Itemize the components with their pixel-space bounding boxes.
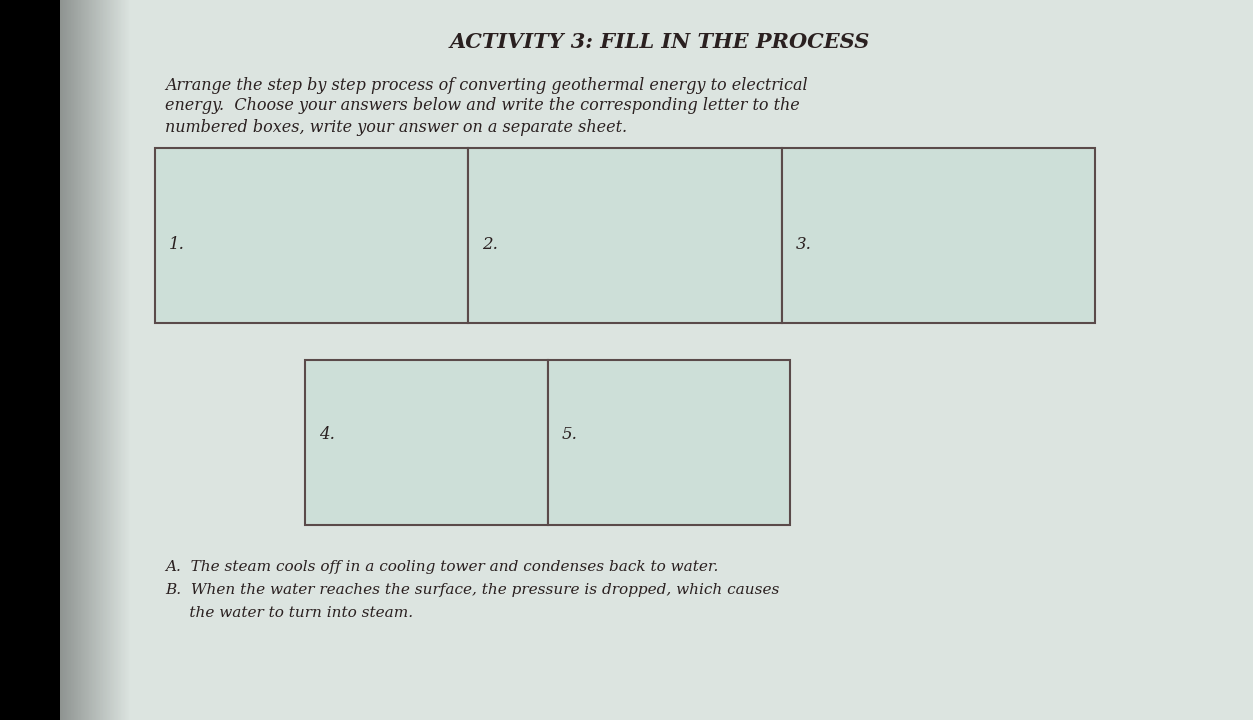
Text: B.  When the water reaches the surface, the pressure is dropped, which causes: B. When the water reaches the surface, t… — [165, 583, 779, 597]
Bar — [782, 148, 1095, 323]
Text: A.  The steam cools off in a cooling tower and condenses back to water.: A. The steam cools off in a cooling towe… — [165, 560, 718, 574]
Text: Arrange the step by step process of converting geothermal energy to electrical: Arrange the step by step process of conv… — [165, 76, 808, 94]
Bar — [469, 148, 782, 323]
Text: energy.  Choose your answers below and write the corresponding letter to the: energy. Choose your answers below and wr… — [165, 97, 799, 114]
Text: ACTIVITY 3: FILL IN THE PROCESS: ACTIVITY 3: FILL IN THE PROCESS — [450, 32, 870, 52]
Bar — [548, 360, 789, 525]
Bar — [304, 360, 548, 525]
Text: 2.: 2. — [482, 235, 499, 253]
Text: the water to turn into steam.: the water to turn into steam. — [165, 606, 413, 620]
Text: numbered boxes, write your answer on a separate sheet.: numbered boxes, write your answer on a s… — [165, 119, 626, 135]
Text: 4.: 4. — [320, 426, 335, 443]
Text: 1.: 1. — [169, 235, 185, 253]
Text: 3.: 3. — [796, 235, 812, 253]
Bar — [155, 148, 469, 323]
Text: 5.: 5. — [561, 426, 578, 443]
Bar — [0, 0, 60, 720]
